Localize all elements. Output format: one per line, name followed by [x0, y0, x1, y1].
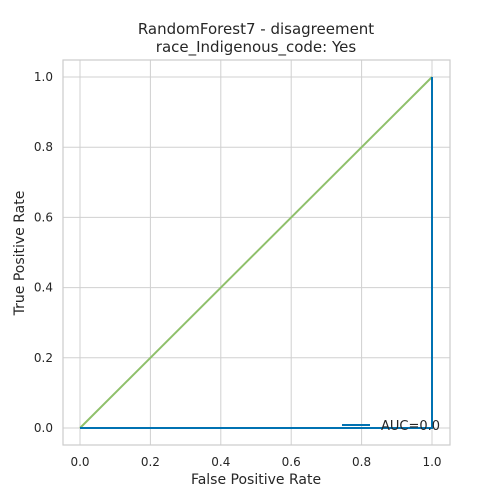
x-tick-label: 0.0 [70, 455, 89, 469]
plot-frame [62, 59, 451, 446]
x-axis-ticks: 0.0 0.2 0.4 0.6 0.8 1.0 [70, 455, 441, 469]
x-tick-label: 0.8 [352, 455, 371, 469]
legend: AUC=0.0 [342, 419, 440, 434]
x-tick-label: 0.4 [211, 455, 230, 469]
grid [63, 60, 450, 445]
y-axis-ticks: 0.0 0.2 0.4 0.6 0.8 1.0 [34, 70, 53, 435]
x-tick-label: 1.0 [422, 455, 441, 469]
y-tick-label: 0.6 [34, 210, 53, 224]
legend-label: AUC=0.0 [381, 419, 440, 434]
y-tick-label: 0.8 [34, 140, 53, 154]
y-tick-label: 1.0 [34, 70, 53, 84]
y-tick-label: 0.0 [34, 421, 53, 435]
y-axis-label: True Positive Rate [12, 191, 28, 317]
x-tick-label: 0.6 [282, 455, 301, 469]
roc-curve-line [80, 77, 433, 429]
series-layer [79, 76, 433, 429]
y-tick-label: 0.2 [34, 351, 53, 365]
x-axis-label: False Positive Rate [191, 472, 321, 488]
chance-diagonal-line [79, 76, 433, 429]
chart-subtitle: race_Indigenous_code: Yes [156, 38, 357, 57]
chart-title: RandomForest7 - disagreement [138, 20, 374, 38]
y-tick-label: 0.4 [34, 281, 53, 295]
x-tick-label: 0.2 [141, 455, 160, 469]
